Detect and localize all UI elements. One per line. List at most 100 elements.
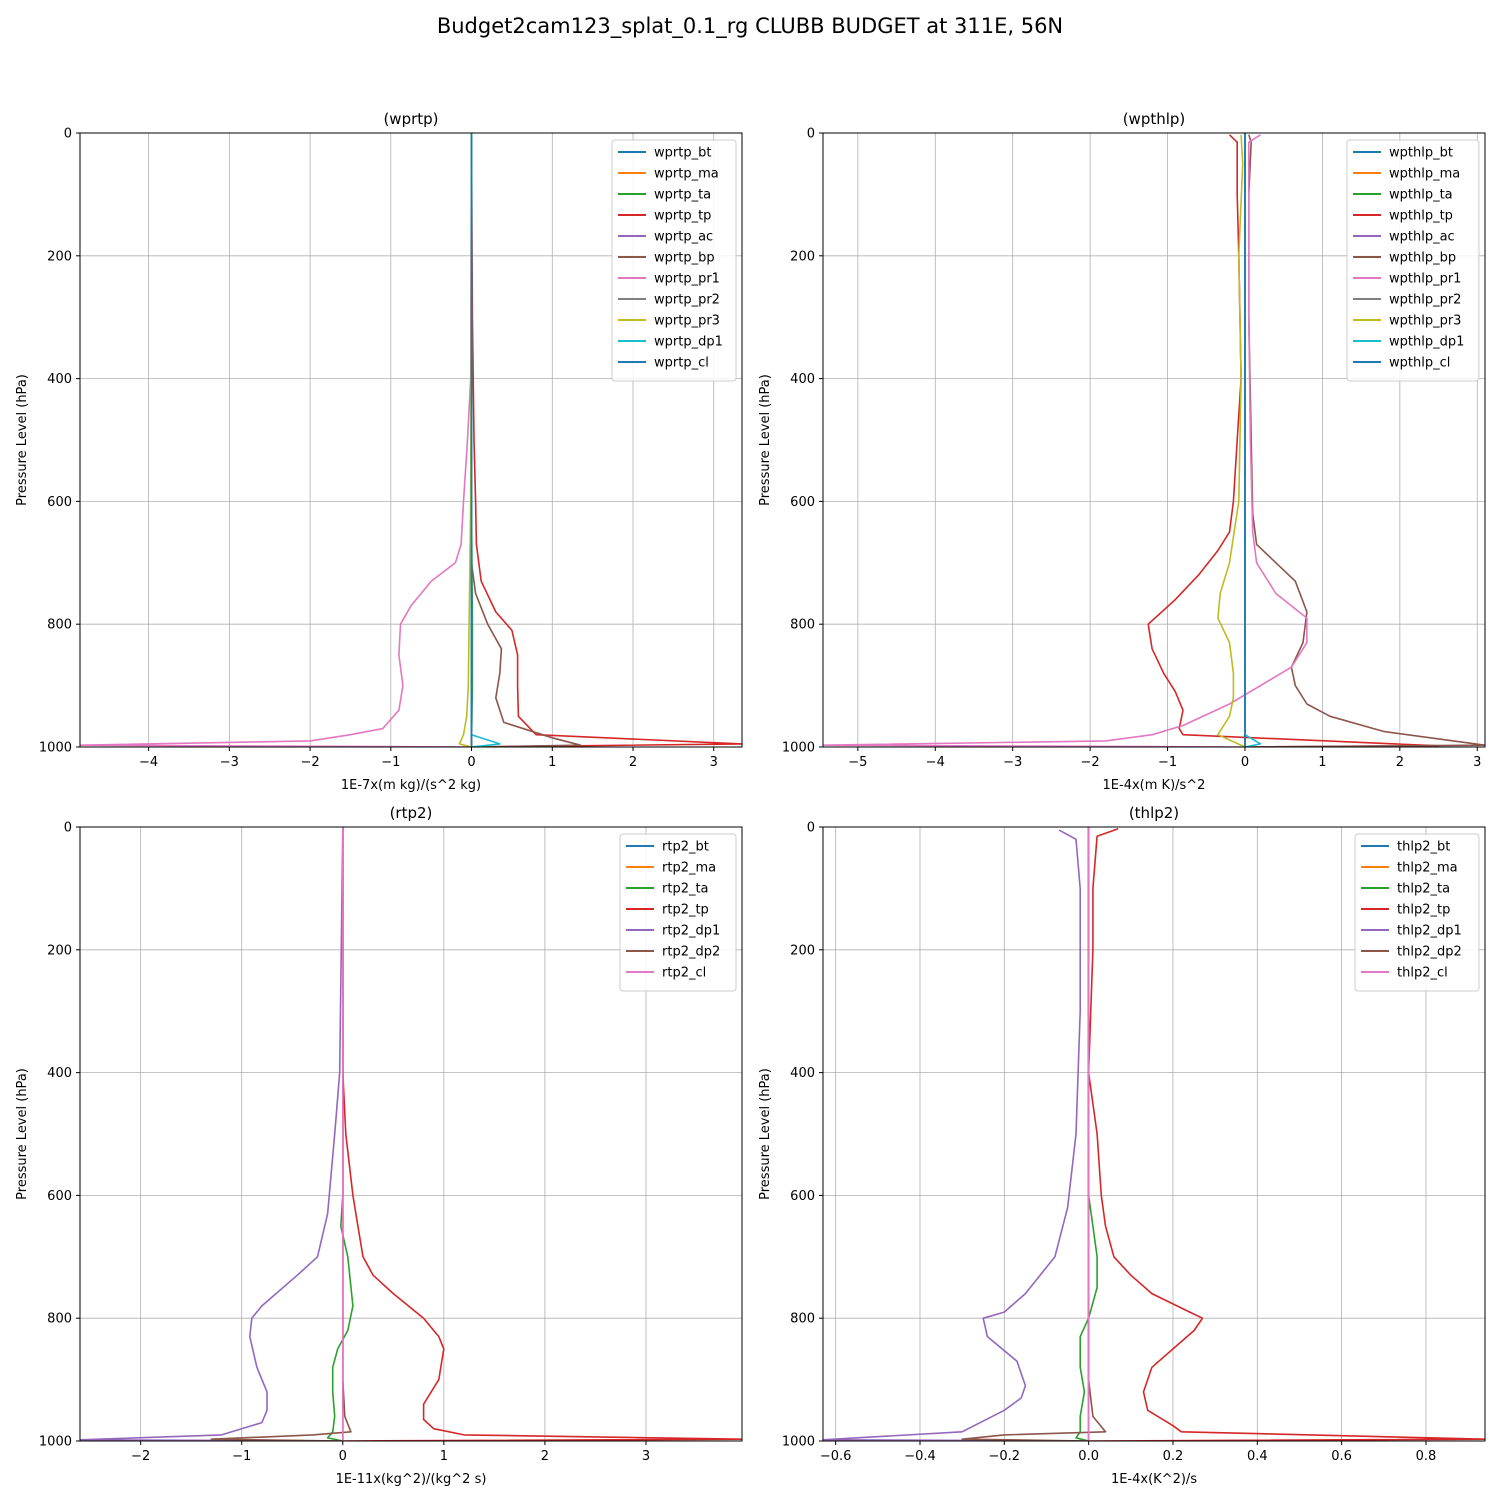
x-tick-label: 3 bbox=[1473, 755, 1481, 770]
panel-title: (rtp2) bbox=[390, 804, 433, 822]
legend-label: wpthlp_tp bbox=[1389, 209, 1453, 224]
y-tick-label: 200 bbox=[47, 249, 72, 264]
legend-label: wprtp_pr1 bbox=[654, 272, 720, 287]
y-tick-label: 400 bbox=[790, 1066, 815, 1081]
legend-label: rtp2_ta bbox=[662, 882, 709, 897]
x-axis-label: 1E-4x(K^2)/s bbox=[1111, 1472, 1197, 1487]
legend-label: wprtp_ma bbox=[654, 167, 719, 182]
series-group bbox=[823, 133, 1485, 747]
x-tick-label: 1 bbox=[548, 755, 556, 770]
x-tick-label: 0.0 bbox=[1078, 1449, 1099, 1464]
x-tick-label: 0 bbox=[1241, 755, 1249, 770]
x-tick-label: −2 bbox=[131, 1449, 150, 1464]
series-line-rtp2_tp bbox=[341, 827, 742, 1441]
legend-label: thlp2_dp2 bbox=[1397, 945, 1462, 960]
legend: thlp2_bt thlp2_ma thlp2_ta thlp2_tp thlp2_dp… bbox=[1354, 833, 1480, 992]
series-line-wpthlp_dp1 bbox=[1244, 133, 1262, 747]
x-axis-label: 1E-4x(m K)/s^2 bbox=[1103, 778, 1206, 793]
series-line-thlp2_dp2 bbox=[961, 827, 1107, 1441]
series-line-thlp2_tp bbox=[1087, 828, 1485, 1441]
x-tick-label: 3 bbox=[642, 1449, 650, 1464]
x-tick-label: 0.4 bbox=[1247, 1449, 1268, 1464]
series-line-wpthlp_pr1 bbox=[823, 134, 1308, 747]
x-tick-label: −4 bbox=[926, 755, 945, 770]
legend-label: wpthlp_ma bbox=[1389, 167, 1460, 182]
y-axis-label: Pressure Level (hPa) bbox=[15, 1068, 30, 1200]
y-tick-label: 600 bbox=[47, 495, 72, 510]
legend-label: wpthlp_ac bbox=[1389, 230, 1455, 245]
legend-label: wpthlp_bt bbox=[1389, 146, 1453, 161]
legend-label: thlp2_ma bbox=[1397, 861, 1458, 876]
x-tick-label: 2 bbox=[541, 1449, 549, 1464]
series-group bbox=[823, 827, 1485, 1441]
y-tick-label: 600 bbox=[790, 495, 815, 510]
x-tick-label: 0.6 bbox=[1331, 1449, 1352, 1464]
x-tick-label: 1 bbox=[440, 1449, 448, 1464]
x-tick-label: −2 bbox=[1081, 755, 1100, 770]
legend-label: rtp2_tp bbox=[662, 903, 709, 918]
legend-label: wpthlp_pr1 bbox=[1389, 272, 1461, 287]
x-tick-label: −0.2 bbox=[989, 1449, 1021, 1464]
legend-label: wpthlp_pr2 bbox=[1389, 293, 1461, 308]
legend-label: wprtp_pr3 bbox=[654, 314, 720, 329]
legend-label: wprtp_ta bbox=[654, 188, 711, 203]
panel-2: −2 −1 0 1 2 3 0 200 400 600 800 1000 (rtp2) 1E-11x(kg… bbox=[15, 804, 743, 1487]
panel-1: −5 −4 −3 −2 −1 0 1 2 3 0 200 400 600 800 1000 (wpthlp) 1… bbox=[758, 110, 1486, 793]
legend-label: wprtp_bt bbox=[654, 146, 711, 161]
x-tick-label: 2 bbox=[629, 755, 637, 770]
series-line-wprtp_dp1 bbox=[470, 133, 501, 747]
legend-label: wpthlp_bp bbox=[1389, 251, 1456, 266]
x-tick-label: 0 bbox=[339, 1449, 347, 1464]
series-line-rtp2_ta bbox=[326, 827, 354, 1441]
y-tick-label: 0 bbox=[807, 821, 815, 836]
y-tick-label: 800 bbox=[790, 618, 815, 633]
y-tick-label: 400 bbox=[47, 372, 72, 387]
series-group bbox=[80, 827, 742, 1441]
y-tick-label: 0 bbox=[64, 127, 72, 142]
x-tick-label: 3 bbox=[710, 755, 718, 770]
plot-frame bbox=[822, 132, 1486, 748]
y-tick-label: 800 bbox=[47, 1312, 72, 1327]
panel-title: (thlp2) bbox=[1129, 804, 1179, 822]
legend-label: thlp2_ta bbox=[1397, 882, 1450, 897]
y-axis-label: Pressure Level (hPa) bbox=[15, 374, 30, 506]
y-tick-label: 1000 bbox=[782, 1435, 815, 1450]
x-tick-label: −4 bbox=[139, 755, 158, 770]
y-tick-label: 400 bbox=[47, 1066, 72, 1081]
x-tick-label: −3 bbox=[1003, 755, 1022, 770]
x-axis-label: 1E-7x(m kg)/(s^2 kg) bbox=[341, 778, 481, 793]
panel-title: (wprtp) bbox=[383, 110, 438, 128]
plot-frame bbox=[79, 132, 743, 748]
y-tick-label: 600 bbox=[790, 1189, 815, 1204]
y-tick-label: 400 bbox=[790, 372, 815, 387]
y-axis-label: Pressure Level (hPa) bbox=[758, 1068, 773, 1200]
y-tick-label: 0 bbox=[64, 821, 72, 836]
legend-label: wprtp_bp bbox=[654, 251, 715, 266]
legend-label: wprtp_pr2 bbox=[654, 293, 720, 308]
legend-label: rtp2_dp1 bbox=[662, 924, 720, 939]
legend-label: thlp2_tp bbox=[1397, 903, 1450, 918]
x-tick-label: −5 bbox=[848, 755, 867, 770]
x-tick-label: −0.4 bbox=[904, 1449, 936, 1464]
x-axis-label: 1E-11x(kg^2)/(kg^2 s) bbox=[336, 1472, 487, 1487]
y-tick-label: 800 bbox=[790, 1312, 815, 1327]
legend-label: wprtp_cl bbox=[654, 356, 709, 371]
x-tick-label: −1 bbox=[1158, 755, 1177, 770]
plot-frame bbox=[822, 826, 1486, 1442]
legend: wprtp_bt wprtp_ma wprtp_ta wprtp_tp wprtp_ac… bbox=[611, 139, 737, 382]
series-line-wprtp_pr1 bbox=[80, 133, 473, 747]
legend-label: wprtp_tp bbox=[654, 209, 711, 224]
series-line-wprtp_pr3 bbox=[458, 133, 473, 747]
y-tick-label: 800 bbox=[47, 618, 72, 633]
y-tick-label: 1000 bbox=[39, 741, 72, 756]
series-line-wpthlp_pr3 bbox=[1217, 134, 1246, 747]
series-line-rtp2_dp2 bbox=[210, 827, 352, 1441]
y-tick-label: 600 bbox=[47, 1189, 72, 1204]
legend-label: wprtp_dp1 bbox=[654, 335, 723, 350]
legend: wpthlp_bt wpthlp_ma wpthlp_ta wpthlp_tpwpth… bbox=[1346, 139, 1480, 382]
x-tick-label: 0.2 bbox=[1163, 1449, 1184, 1464]
legend-label: wpthlp_cl bbox=[1389, 356, 1450, 371]
legend-label: wpthlp_dp1 bbox=[1389, 335, 1464, 350]
legend-label: wprtp_ac bbox=[654, 230, 713, 245]
